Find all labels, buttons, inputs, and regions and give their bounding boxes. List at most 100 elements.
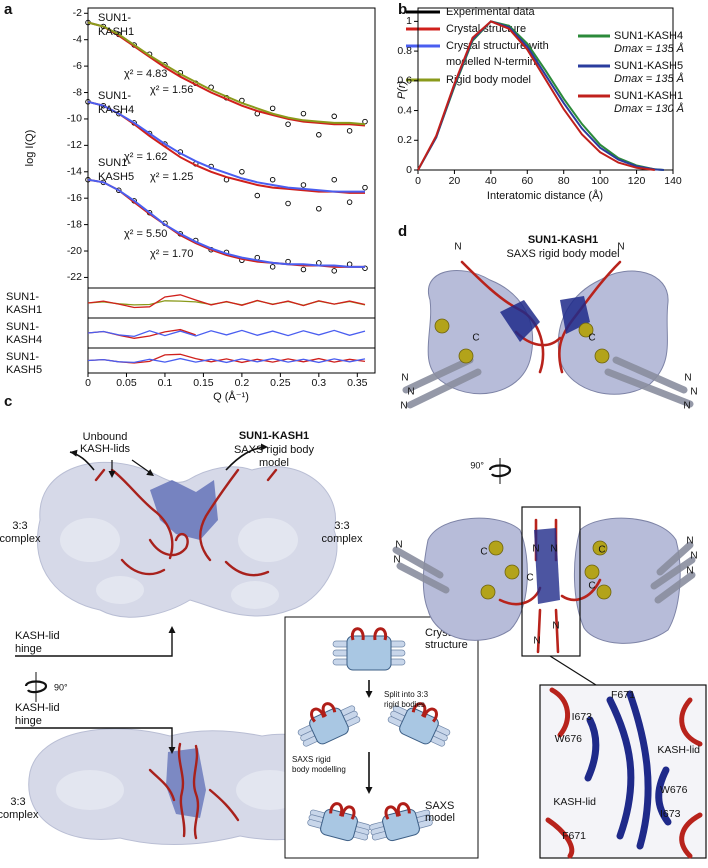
data-point bbox=[362, 265, 368, 271]
y-tick-label: 1 bbox=[406, 15, 412, 27]
data-point bbox=[116, 110, 122, 117]
helix bbox=[406, 368, 482, 409]
helix bbox=[604, 368, 694, 408]
schematic-label: SAXS bbox=[425, 800, 454, 812]
y-tick-label: 0.4 bbox=[397, 104, 412, 116]
kash-strand bbox=[584, 716, 600, 782]
trimer-block bbox=[346, 635, 392, 671]
terminus-label: N bbox=[617, 242, 624, 253]
data-point bbox=[316, 206, 322, 212]
x-tick-label: 0.3 bbox=[312, 377, 327, 389]
zoom-connector bbox=[549, 655, 597, 686]
data-point bbox=[362, 184, 368, 191]
arrow-head bbox=[146, 469, 154, 476]
residual-line bbox=[87, 357, 366, 364]
terminus-label: C bbox=[598, 545, 605, 556]
data-point bbox=[331, 176, 337, 183]
data-point bbox=[300, 182, 307, 188]
x-tick-label: 0.2 bbox=[235, 377, 250, 389]
x-tick-label: 0 bbox=[85, 377, 91, 389]
plot-frame bbox=[87, 7, 376, 289]
arrow-head bbox=[365, 691, 373, 698]
legend-label: SUN1-KASH1 bbox=[614, 90, 683, 102]
y-axis-label: log I(Q) bbox=[24, 130, 36, 167]
panel-letter: c bbox=[4, 393, 12, 410]
data-point bbox=[300, 266, 307, 273]
pr-curve bbox=[417, 20, 655, 171]
residual-label: SUN1- bbox=[6, 351, 39, 363]
y-tick-label: -22 bbox=[67, 271, 82, 283]
y-tick-label: -8 bbox=[73, 86, 82, 98]
terminus-label: N bbox=[690, 387, 697, 398]
y-tick-label: 0.2 bbox=[397, 134, 412, 146]
kash-ribbon bbox=[560, 578, 602, 602]
kash-ribbon bbox=[208, 788, 240, 822]
lid bbox=[373, 627, 388, 641]
schematic-label: model bbox=[425, 812, 455, 824]
fit-curve bbox=[87, 21, 366, 127]
zinc-ion bbox=[488, 540, 504, 556]
legend-dmax: Dmax = 135 Å bbox=[614, 72, 684, 85]
x-axis-label: Interatomic distance (Å) bbox=[487, 189, 603, 202]
lid bbox=[321, 702, 337, 718]
x-tick-label: 60 bbox=[521, 175, 533, 187]
y-tick-label: -18 bbox=[67, 218, 82, 230]
helix bbox=[392, 546, 444, 579]
sample-label: SUN1- bbox=[98, 157, 131, 169]
sample-label: KASH1 bbox=[98, 26, 134, 38]
terminus-label: N bbox=[454, 242, 461, 253]
kash-ribbon bbox=[549, 687, 570, 738]
arrow-head bbox=[365, 787, 373, 794]
legend-label: SUN1-KASH5 bbox=[614, 60, 683, 72]
panel-subtitle: SAXS rigid body model bbox=[506, 248, 619, 260]
x-tick-label: 40 bbox=[485, 175, 497, 187]
x-tick-label: 0.1 bbox=[158, 377, 173, 389]
data-point bbox=[269, 105, 276, 112]
terminus-label: N bbox=[533, 636, 540, 647]
data-point bbox=[254, 192, 261, 199]
arrow-head bbox=[168, 747, 176, 754]
kash-ribbon bbox=[679, 812, 703, 859]
zinc-ion bbox=[596, 584, 612, 600]
x-tick-label: 0.15 bbox=[193, 377, 214, 389]
annotation: KASH-lids bbox=[80, 443, 131, 455]
residue-label: KASH-lid bbox=[553, 796, 596, 808]
hinge-arrow bbox=[15, 727, 173, 752]
residual-label: SUN1- bbox=[6, 291, 39, 303]
zinc-ion bbox=[480, 584, 496, 600]
surface-highlight bbox=[96, 576, 144, 604]
panel-letter: b bbox=[398, 1, 407, 18]
rigid-body bbox=[332, 627, 406, 671]
x-tick-label: 0 bbox=[415, 175, 421, 187]
data-point bbox=[116, 187, 122, 194]
fit-curve bbox=[87, 178, 365, 268]
kash-ribbon bbox=[192, 744, 200, 840]
x-tick-label: 20 bbox=[449, 175, 461, 187]
residue-label: I673 bbox=[572, 711, 593, 723]
lid bbox=[411, 702, 427, 718]
fit-curve bbox=[87, 100, 365, 194]
data-point bbox=[269, 264, 276, 270]
residual-label: SUN1- bbox=[6, 321, 39, 333]
residue-label: W676 bbox=[660, 784, 688, 796]
panel-title: SUN1-KASH1 bbox=[239, 430, 309, 442]
terminus-label: N bbox=[690, 551, 697, 562]
chi-annotation: χ² = 1.70 bbox=[150, 248, 193, 260]
terminus-label: N bbox=[393, 555, 400, 566]
lid bbox=[310, 707, 326, 723]
data-point bbox=[331, 113, 337, 120]
terminus-label: N bbox=[532, 544, 539, 555]
residue-label: W676 bbox=[555, 733, 583, 745]
schematic-label: rigid bodies bbox=[384, 700, 425, 709]
residue-label: F671 bbox=[562, 830, 586, 842]
kash-ribbon bbox=[224, 560, 270, 577]
lid bbox=[340, 805, 356, 820]
schematic-label: Split into 3:3 bbox=[384, 690, 429, 699]
fit-curve bbox=[87, 100, 365, 193]
kash-ribbon bbox=[199, 468, 240, 562]
y-tick-label: 0 bbox=[406, 164, 412, 176]
zinc-ion bbox=[578, 322, 594, 338]
complex-label: complex bbox=[0, 533, 41, 545]
hinge-label: KASH-lid bbox=[15, 630, 60, 642]
